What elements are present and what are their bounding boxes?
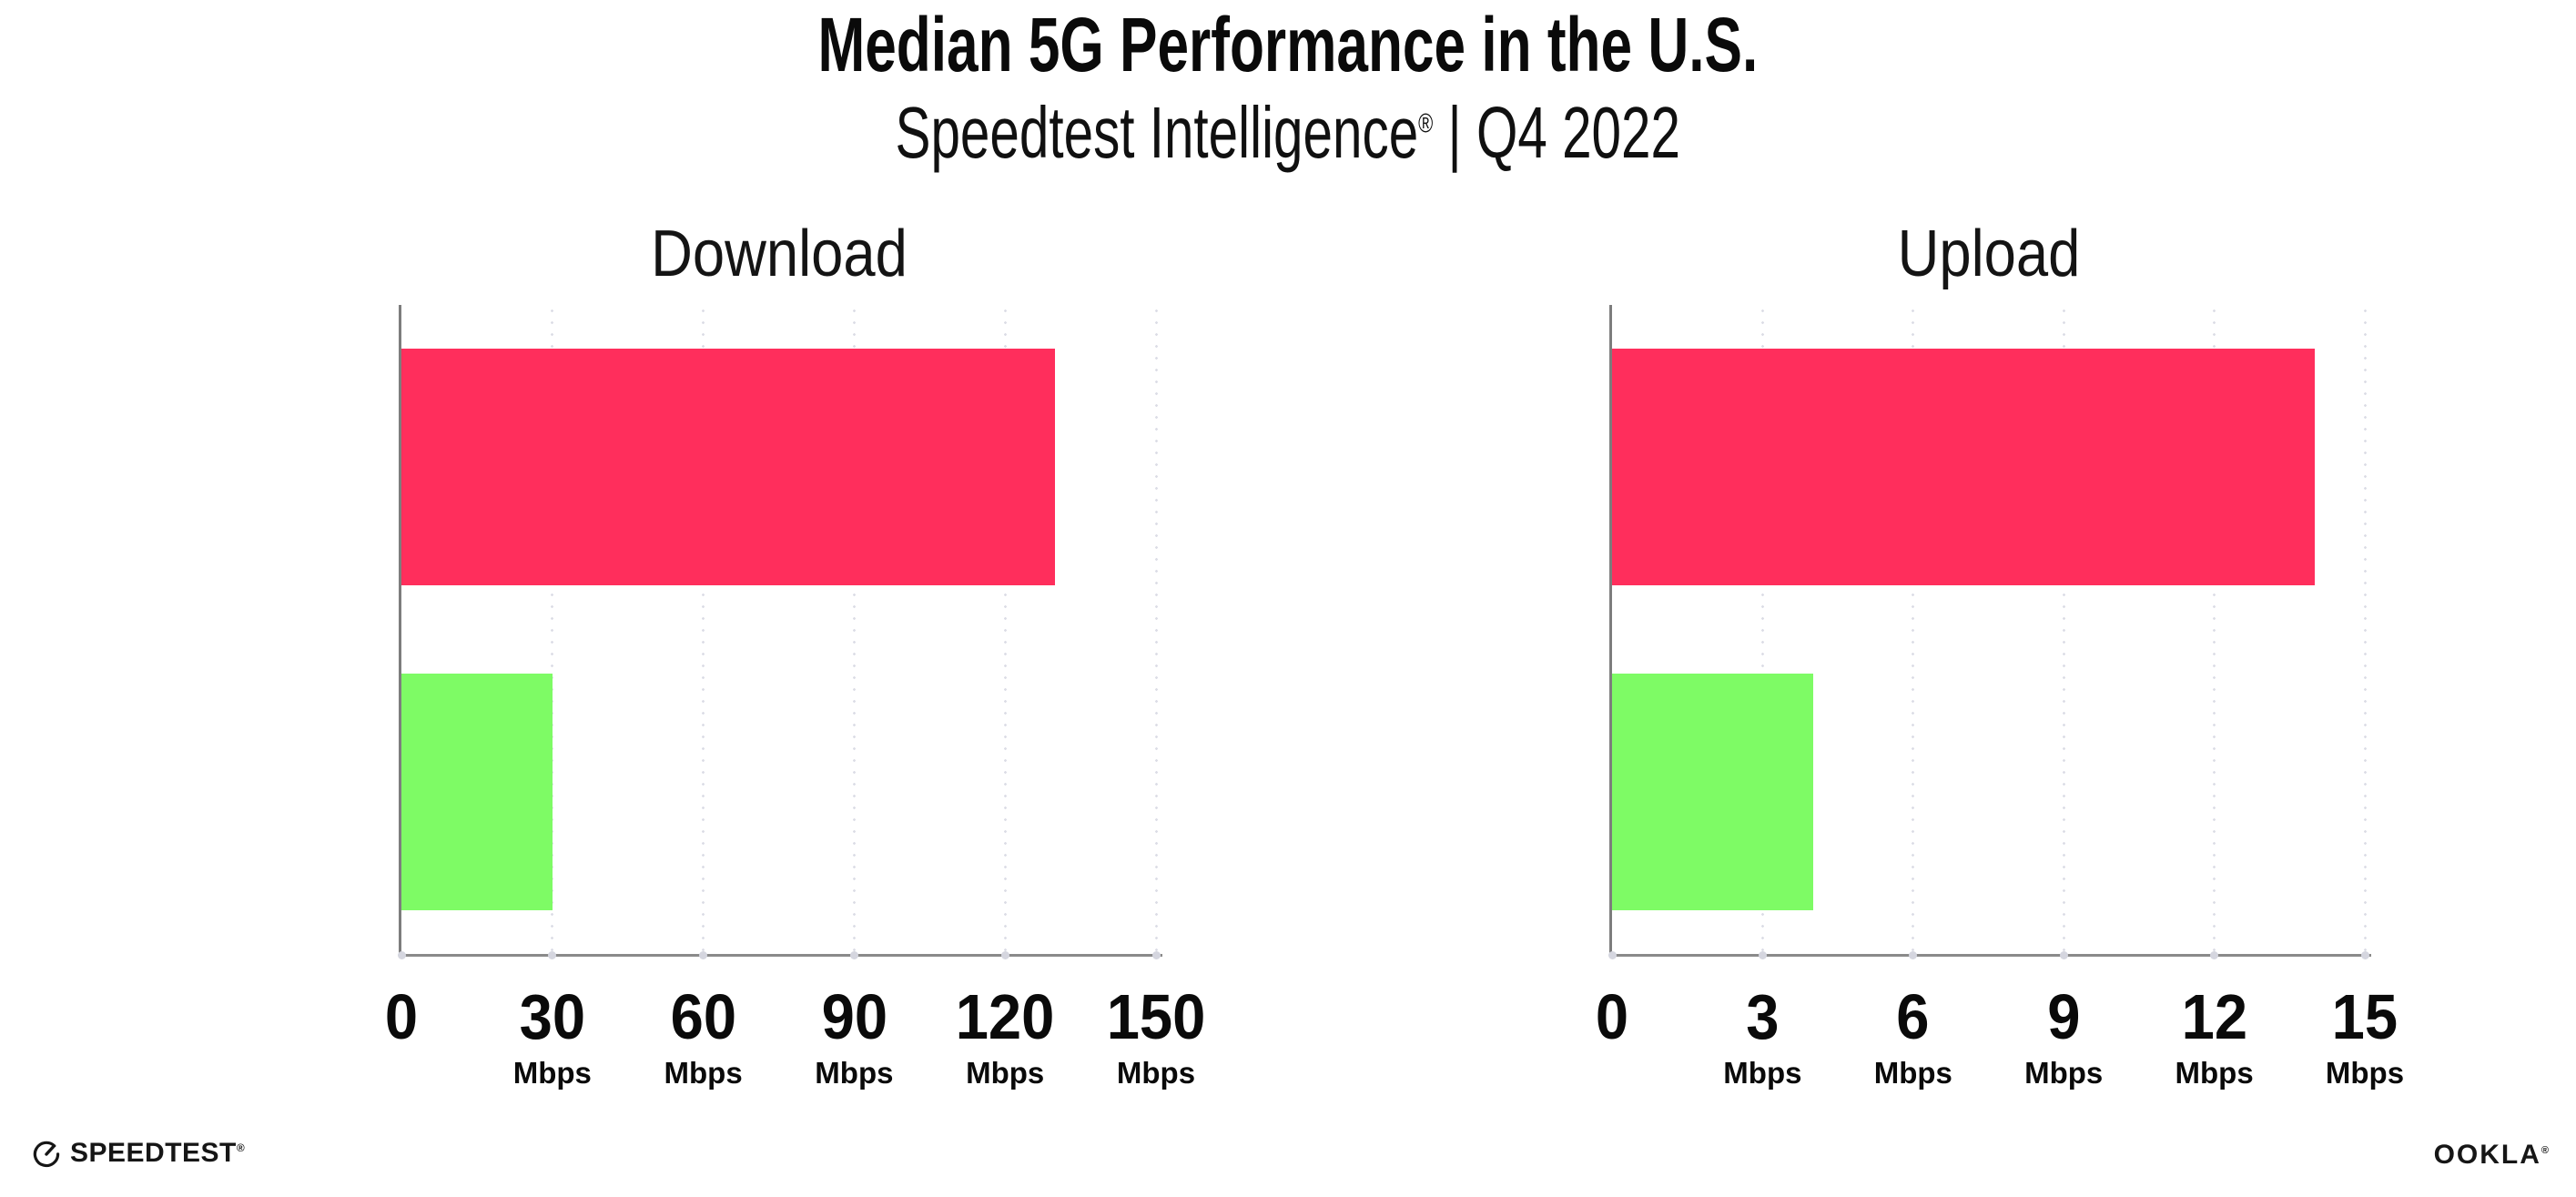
ookla-logo: OOKLA®: [2434, 1141, 2549, 1169]
chart-title-text: Upload: [1897, 218, 2080, 290]
subtitle-brand: Speedtest Intelligence: [895, 92, 1419, 173]
chart-title-download: Download: [633, 221, 924, 287]
chart-title-upload: Upload: [1884, 221, 2092, 287]
registered-mark-icon: ®: [1418, 108, 1434, 139]
bar-4g-lte: [401, 673, 553, 910]
axis-tick-dot-0: [397, 951, 406, 959]
x-tick-unit: Mbps: [2325, 1056, 2405, 1090]
x-tick-value: 15: [2331, 981, 2399, 1052]
x-tick-value: 90: [821, 981, 887, 1052]
x-tick-unit: Mbps: [2175, 1056, 2254, 1090]
x-tick-unit: Mbps: [512, 1056, 592, 1090]
axis-tick-dot-30: [548, 951, 557, 959]
chart-subtitle: Speedtest Intelligence® | Q4 2022: [0, 91, 2576, 175]
x-tick-30: 30 Mbps: [513, 985, 592, 1088]
x-tick-unit: Mbps: [815, 1056, 894, 1090]
x-tick-60: 60 Mbps: [664, 985, 743, 1088]
y-axis-line: [399, 305, 401, 957]
x-tick-value: 120: [955, 981, 1055, 1052]
x-tick-120: 120 Mbps: [952, 985, 1059, 1088]
axis-tick-dot-150: [1151, 951, 1161, 959]
x-tick-unit: Mbps: [1873, 1056, 1952, 1090]
axis-tick-dot-9: [2059, 951, 2068, 959]
gridline-15: [2363, 305, 2367, 954]
gridline-30: [551, 305, 554, 954]
gridline-3: [1760, 305, 1764, 954]
chart-subtitle-text: Speedtest Intelligence® | Q4 2022: [896, 91, 1680, 175]
chart-title-text: Download: [650, 218, 908, 290]
x-tick-unit: Mbps: [664, 1056, 743, 1090]
x-tick-0: 0: [384, 985, 420, 1049]
bar-5g: [401, 349, 1056, 586]
chart-main-title-text: Median 5G Performance in the U.S.: [817, 2, 1759, 87]
gridline-9: [2062, 305, 2065, 954]
speedtest-label: SPEEDTEST: [70, 1138, 237, 1168]
x-tick-3: 3 Mbps: [1723, 985, 1801, 1088]
speedtest-logo: SPEEDTEST®: [31, 1138, 245, 1169]
x-tick-value: 0: [384, 981, 419, 1052]
axis-tick-dot-60: [699, 951, 708, 959]
x-tick-value: 3: [1746, 981, 1780, 1052]
x-tick-unit: Mbps: [966, 1056, 1045, 1090]
x-tick-value: 30: [519, 981, 586, 1052]
x-tick-value: 0: [1595, 981, 1629, 1052]
x-tick-unit: Mbps: [1723, 1056, 1802, 1090]
gridline-60: [702, 305, 705, 954]
x-tick-15: 15 Mbps: [2326, 985, 2404, 1088]
ookla-registered-icon: ®: [2541, 1145, 2549, 1156]
x-tick-value: 9: [2047, 981, 2081, 1052]
x-axis-line: [399, 954, 1162, 957]
x-tick-12: 12 Mbps: [2175, 985, 2254, 1088]
chart-main-title: Median 5G Performance in the U.S.: [0, 2, 2576, 87]
gridline-12: [2213, 305, 2216, 954]
y-axis-line: [1609, 305, 1612, 957]
x-axis-line: [1609, 954, 2371, 957]
axis-tick-dot-90: [849, 951, 858, 959]
x-tick-6: 6 Mbps: [1874, 985, 1952, 1088]
x-tick-unit: Mbps: [1116, 1056, 1196, 1090]
axis-tick-dot-6: [1909, 951, 1918, 959]
gridline-150: [1154, 305, 1158, 954]
bar-5g: [1612, 349, 2315, 586]
bar-4g-lte: [1612, 673, 1813, 910]
x-tick-90: 90 Mbps: [815, 985, 893, 1088]
gridline-120: [1003, 305, 1007, 954]
x-tick-value: 12: [2181, 981, 2247, 1052]
axis-tick-dot-15: [2360, 951, 2369, 959]
gridline-90: [852, 305, 856, 954]
axis-tick-dot-3: [1758, 951, 1767, 959]
speedtest-gauge-icon: [31, 1138, 62, 1169]
speedtest-registered-icon: ®: [236, 1141, 246, 1154]
axis-tick-dot-12: [2210, 951, 2219, 959]
x-tick-value: 60: [670, 981, 736, 1052]
x-tick-value: 150: [1106, 981, 1206, 1052]
ookla-label: OOKLA: [2433, 1140, 2541, 1170]
x-tick-0: 0: [1595, 985, 1630, 1049]
x-tick-9: 9 Mbps: [2024, 985, 2103, 1088]
x-tick-unit: Mbps: [2024, 1056, 2104, 1090]
axis-tick-dot-120: [1000, 951, 1009, 959]
x-tick-150: 150 Mbps: [1103, 985, 1210, 1088]
x-tick-value: 6: [1896, 981, 1930, 1052]
axis-tick-dot-0: [1607, 951, 1617, 959]
speedtest-wordmark: SPEEDTEST®: [70, 1140, 245, 1167]
subtitle-quarter: | Q4 2022: [1433, 92, 1681, 173]
gridline-6: [1912, 305, 1915, 954]
